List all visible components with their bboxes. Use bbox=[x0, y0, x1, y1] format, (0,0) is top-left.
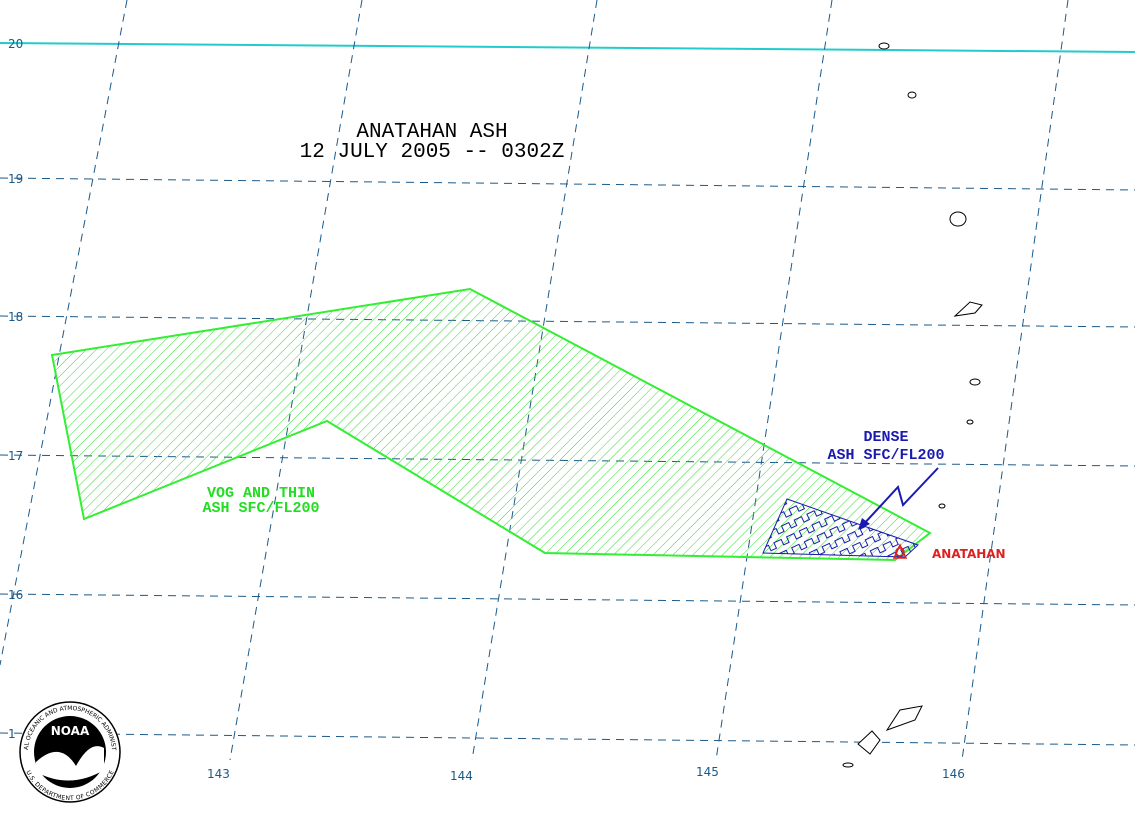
title-line: ANATAHAN ASH bbox=[356, 121, 507, 144]
lat-line bbox=[0, 593, 1135, 606]
lat-label: 19 bbox=[8, 172, 23, 186]
volcano-symbol bbox=[892, 543, 908, 559]
lat-line bbox=[0, 315, 1135, 328]
title-line: 12 JULY 2005 -- 0302Z bbox=[300, 141, 565, 164]
logo-name: NOAA bbox=[51, 724, 90, 738]
islands bbox=[842, 42, 983, 768]
island bbox=[878, 42, 890, 50]
area-label: ASH SFC/FL200 bbox=[202, 500, 319, 517]
thin-ash-area bbox=[50, 287, 932, 562]
lon-line bbox=[715, 0, 833, 761]
lat-label: 18 bbox=[8, 310, 23, 324]
area-label: ASH SFC/FL200 bbox=[827, 447, 944, 464]
lon-line bbox=[0, 0, 128, 666]
volcano-label: ANATAHAN bbox=[932, 547, 1006, 561]
lat-label: 1 bbox=[8, 727, 16, 741]
lat-line bbox=[0, 177, 1135, 191]
island bbox=[966, 419, 974, 425]
arrow-head bbox=[858, 518, 870, 530]
lat-label: 17 bbox=[8, 449, 23, 463]
lat-line bbox=[0, 732, 1135, 746]
island bbox=[938, 503, 946, 509]
island bbox=[857, 730, 881, 755]
pointer-arrow bbox=[861, 467, 939, 527]
lon-label: 143 bbox=[207, 767, 230, 781]
lat-line bbox=[0, 42, 1135, 53]
lat-label: 16 bbox=[8, 588, 23, 602]
lon-label: 144 bbox=[450, 769, 473, 783]
island bbox=[885, 705, 923, 731]
lon-line bbox=[961, 0, 1069, 761]
island bbox=[949, 211, 967, 227]
area-label: DENSE bbox=[863, 429, 908, 446]
island bbox=[842, 762, 854, 768]
island bbox=[969, 378, 981, 386]
lat-label: 20 bbox=[8, 37, 23, 51]
lon-label: 145 bbox=[696, 765, 719, 779]
island bbox=[907, 91, 917, 99]
area-label: VOG AND THIN bbox=[207, 485, 315, 502]
lon-label: 146 bbox=[942, 767, 965, 781]
island bbox=[953, 301, 983, 317]
